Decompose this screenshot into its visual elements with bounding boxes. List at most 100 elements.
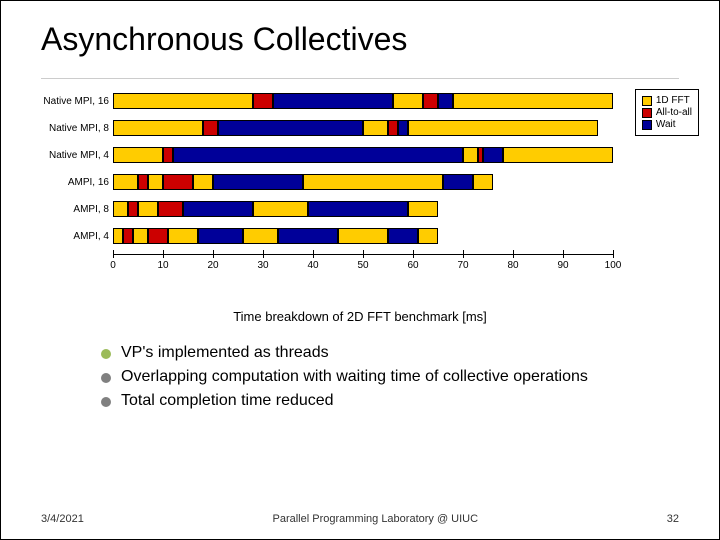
legend-label: All-to-all [656,107,692,118]
bar-segment [408,201,438,217]
footer-date: 3/4/2021 [41,513,84,525]
legend-label: 1D FFT [656,95,690,106]
legend-swatch [642,120,652,130]
bar-segment [158,201,183,217]
x-tick [163,250,164,258]
bar-segment [198,228,243,244]
bar-segment [503,147,613,163]
x-tick-label: 30 [257,260,268,271]
chart-row: Native MPI, 16 [41,89,679,113]
bar-segment [138,201,158,217]
bar-segment [243,228,278,244]
x-tick-label: 20 [207,260,218,271]
bar-segment [408,120,598,136]
bar-segment [303,174,443,190]
bar-segment [113,201,128,217]
bar-track [113,93,613,109]
bar-segment [203,120,218,136]
bar-segment [338,228,388,244]
bar-segment [193,174,213,190]
bar-segment [138,174,148,190]
x-tick [313,250,314,258]
bar-segment [148,174,163,190]
chart-rows: Native MPI, 16 Native MPI, 8 Native MPI, 4… [41,89,679,251]
legend-label: Wait [656,119,676,130]
bar-segment [168,228,198,244]
chart-row: AMPI, 4 [41,224,679,248]
x-tick-label: 60 [407,260,418,271]
chart-row: AMPI, 16 [41,170,679,194]
bar-segment [453,93,613,109]
chart-row: Native MPI, 4 [41,143,679,167]
bar-segment [363,120,388,136]
bar-segment [273,93,393,109]
footer-page: 32 [667,513,679,525]
bar-track [113,201,613,217]
y-axis-label: Native MPI, 4 [41,150,113,161]
bar-segment [483,147,503,163]
x-tick [213,250,214,258]
bar-segment [253,201,308,217]
bullet-text: Overlapping computation with waiting tim… [121,368,588,386]
x-tick-label: 80 [507,260,518,271]
bar-segment [388,228,418,244]
x-tick [113,250,114,258]
bar-segment [163,174,193,190]
legend-item: Wait [642,119,692,130]
x-tick-label: 50 [357,260,368,271]
bar-segment [308,201,408,217]
bar-segment [253,93,273,109]
bar-segment [438,93,453,109]
bar-segment [133,228,148,244]
bar-segment [393,93,423,109]
bar-segment [113,147,163,163]
y-axis-label: AMPI, 16 [41,177,113,188]
bar-segment [463,147,478,163]
chart-row: Native MPI, 8 [41,116,679,140]
bar-segment [173,147,463,163]
y-axis-label: AMPI, 4 [41,231,113,242]
bar-segment [218,120,363,136]
x-axis: 0102030405060708090100 [113,254,613,255]
slide-title: Asynchronous Collectives [41,21,679,58]
bullet-item: Overlapping computation with waiting tim… [101,368,679,386]
y-axis-label: AMPI, 8 [41,204,113,215]
bar-segment [113,228,123,244]
title-underline [41,78,679,79]
bullet-dot-icon [101,397,111,407]
chart-area: Native MPI, 16 Native MPI, 8 Native MPI, 4… [41,89,679,289]
bullet-dot-icon [101,349,111,359]
x-tick-label: 10 [157,260,168,271]
bar-segment [148,228,168,244]
footer-center: Parallel Programming Laboratory @ UIUC [273,513,479,525]
x-tick-label: 70 [457,260,468,271]
x-tick-label: 90 [557,260,568,271]
chart-row: AMPI, 8 [41,197,679,221]
legend-swatch [642,96,652,106]
bullet-list: VP's implemented as threads Overlapping c… [101,344,679,410]
chart-caption: Time breakdown of 2D FFT benchmark [ms] [41,309,679,324]
legend-swatch [642,108,652,118]
slide: Asynchronous Collectives Native MPI, 16N… [0,0,720,540]
legend-item: 1D FFT [642,95,692,106]
bar-segment [388,120,398,136]
bar-segment [113,93,253,109]
bar-track [113,174,613,190]
bar-segment [113,174,138,190]
x-tick [563,250,564,258]
x-tick [513,250,514,258]
x-tick [463,250,464,258]
x-tick [613,250,614,258]
bullet-text: VP's implemented as threads [121,344,329,362]
x-tick [263,250,264,258]
bar-segment [418,228,438,244]
bullet-dot-icon [101,373,111,383]
bar-segment [163,147,173,163]
bar-segment [423,93,438,109]
bar-track [113,228,613,244]
y-axis-label: Native MPI, 8 [41,123,113,134]
bar-segment [123,228,133,244]
x-tick-label: 0 [110,260,116,271]
bar-segment [278,228,338,244]
bullet-item: Total completion time reduced [101,392,679,410]
